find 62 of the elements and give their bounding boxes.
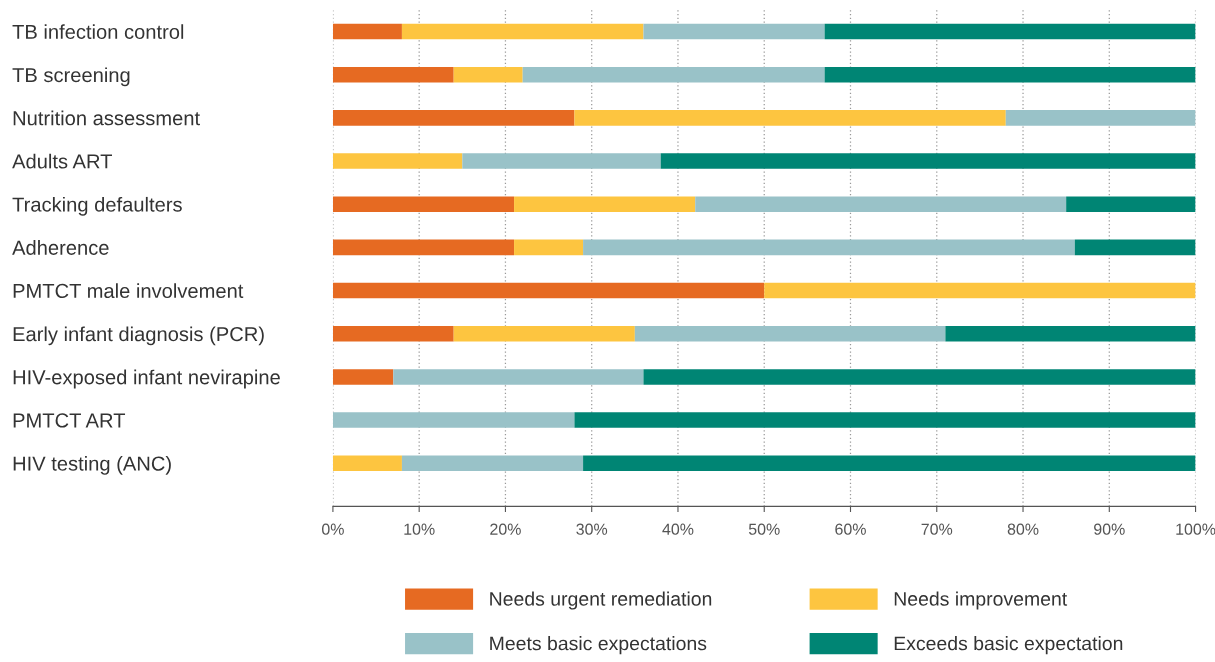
bar — [945, 325, 1196, 342]
bar — [393, 369, 644, 385]
y-tick-label: Adherence — [12, 240, 109, 255]
bar — [1005, 110, 1196, 126]
y-tick-label: TB screening — [12, 67, 130, 87]
bar — [583, 239, 1075, 256]
bar — [634, 325, 946, 342]
bar — [574, 412, 1196, 428]
bar — [332, 153, 463, 169]
legend-label: Needs improvement — [894, 591, 1068, 610]
bar — [332, 239, 515, 256]
bar — [332, 66, 454, 83]
bar — [332, 412, 575, 428]
x-tick-label: 70% — [921, 523, 953, 535]
x-tick-label: 20% — [490, 523, 521, 535]
bar — [824, 23, 1196, 40]
bar — [332, 325, 454, 342]
bar — [401, 23, 644, 40]
x-tick-label: 0% — [321, 523, 344, 535]
bar — [643, 23, 825, 40]
legend-label: Meets basic expectations — [490, 636, 707, 655]
x-tick-label: 100% — [1176, 523, 1215, 535]
bar — [643, 369, 1196, 385]
bar — [462, 153, 661, 169]
bar — [332, 282, 765, 299]
bar — [514, 239, 584, 256]
bar — [332, 196, 515, 212]
y-tick-label: Nutrition assessment — [13, 110, 200, 126]
bar — [1074, 239, 1196, 256]
bar — [453, 325, 635, 342]
bar — [695, 196, 1067, 212]
y-tick-label: Adults ART — [12, 153, 112, 169]
x-tick-label: 60% — [835, 523, 866, 535]
bar — [514, 196, 696, 212]
bar — [1066, 196, 1196, 212]
y-tick-label: TB infection control — [12, 24, 184, 40]
legend-label: Exceeds basic expectation — [894, 636, 1123, 655]
y-tick-label: PMTCT ART — [13, 413, 126, 428]
x-tick-label: 80% — [1007, 523, 1039, 535]
y-tick-label: HIV-exposed infant nevirapine — [13, 369, 280, 389]
bar — [824, 66, 1196, 83]
legend-label: Needs urgent remediation — [490, 591, 712, 610]
bar — [660, 153, 1196, 169]
bar — [583, 455, 1196, 472]
y-tick-label: HIV testing (ANC) — [13, 455, 171, 475]
bar — [332, 369, 394, 385]
x-tick-label: 50% — [748, 523, 780, 535]
x-tick-label: 30% — [576, 523, 608, 535]
y-tick-label: Tracking defaulters — [12, 196, 182, 216]
y-tick-label: PMTCT male involvement — [13, 283, 244, 299]
x-tick-label: 10% — [404, 523, 435, 535]
bar — [522, 66, 825, 83]
x-tick-label: 90% — [1094, 523, 1125, 535]
bar — [332, 455, 402, 472]
x-tick-label: 40% — [662, 523, 694, 535]
bar — [332, 110, 575, 126]
bar — [332, 23, 402, 40]
bar — [574, 110, 1006, 126]
y-tick-label: Early infant diagnosis (PCR) — [13, 326, 264, 346]
bar — [401, 455, 584, 472]
bar — [764, 282, 1196, 299]
bar — [453, 66, 523, 83]
